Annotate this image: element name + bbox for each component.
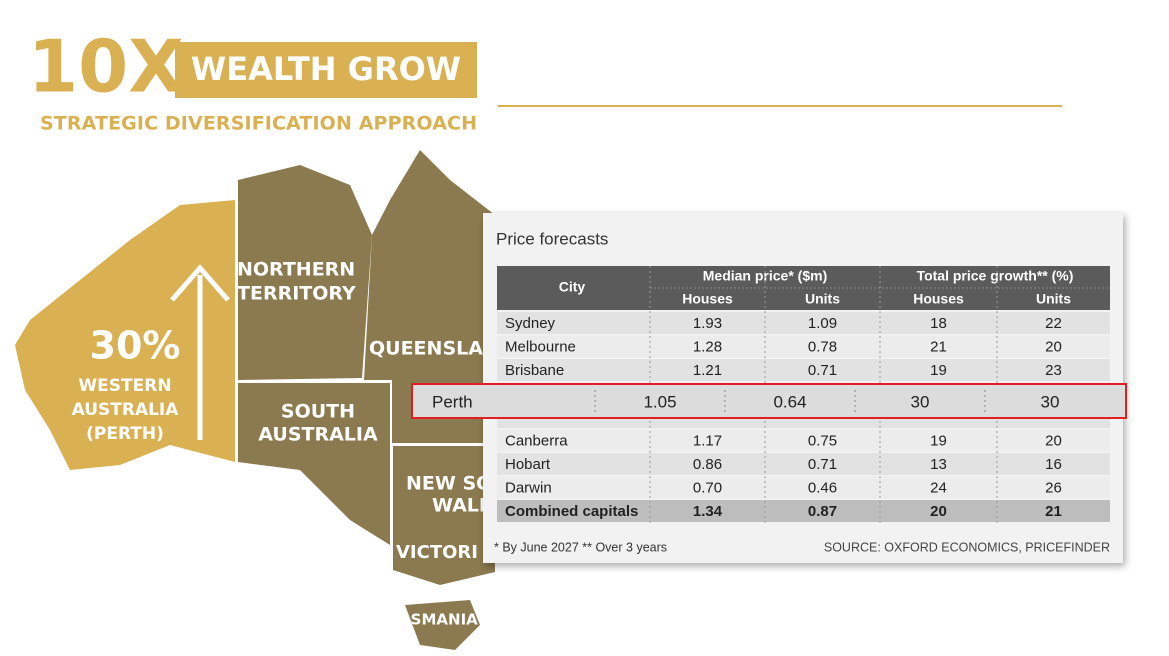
map-label: NEW SO [406, 473, 492, 495]
map-label: SOUTH [281, 401, 355, 423]
map-label: NORTHERN [237, 259, 355, 281]
cell: 0.87 [808, 503, 837, 520]
city-cell: Canberra [505, 432, 568, 449]
tasmania [405, 600, 480, 650]
source: SOURCE: OXFORD ECONOMICS, PRICEFINDER [824, 540, 1110, 554]
row-bg [497, 359, 1110, 381]
cell: 1.21 [693, 362, 722, 379]
cell: 21 [1045, 503, 1062, 520]
cell: 0.71 [808, 362, 837, 379]
northern-territory [238, 165, 372, 380]
cell: 18 [930, 315, 947, 332]
cell: 20 [1045, 338, 1062, 355]
cell: 1.17 [693, 432, 722, 449]
header-cell: Units [805, 291, 840, 307]
map-label: AUSTRALIA [258, 424, 378, 446]
cell: 0.75 [808, 432, 837, 449]
badge-bg [175, 42, 477, 98]
arrow-head [170, 264, 230, 302]
cell: 20 [1045, 432, 1062, 449]
map-label: TERRITORY [237, 283, 356, 305]
cell: 1.34 [693, 503, 723, 520]
map-label: AUSTRALIA [72, 400, 180, 420]
price-table: Price forecasts City Median price* ($m) Tot… [483, 213, 1123, 563]
highlight-cell: Perth [432, 392, 473, 411]
row-bg [497, 429, 1110, 452]
map-label: WESTERN [78, 376, 171, 396]
cell: 20 [930, 503, 947, 520]
cell: 22 [1045, 315, 1062, 332]
header-group: Total price growth** (%) [917, 268, 1074, 284]
south-australia [238, 383, 390, 545]
cell: 13 [930, 456, 947, 473]
city-cell: Hobart [505, 456, 551, 473]
highlight-cell: 30 [1041, 392, 1060, 411]
cell: 24 [930, 479, 947, 496]
cell: 0.71 [808, 456, 837, 473]
queensland [364, 150, 495, 443]
badge: WEALTH GROW [191, 50, 461, 88]
cell: 0.70 [693, 479, 722, 496]
header-cell: Units [1036, 291, 1071, 307]
highlight-cell: 0.64 [773, 392, 806, 411]
city-cell: Brisbane [505, 362, 564, 379]
highlight-cell: 1.05 [643, 392, 676, 411]
cell: 0.46 [808, 479, 837, 496]
header-cell: City [559, 279, 586, 295]
row-bg [497, 312, 1110, 334]
table-title: Price forecasts [496, 229, 608, 248]
map-label: QUEENSLAN [369, 338, 499, 360]
header-group: Median price* ($m) [703, 268, 827, 284]
map-label: WALE [432, 495, 492, 517]
city-cell: Darwin [505, 479, 552, 496]
subtitle: STRATEGIC DIVERSIFICATION APPROACH [40, 113, 477, 135]
map-label: TASMANIA [390, 611, 478, 629]
cell: 1.93 [693, 315, 722, 332]
cell: 26 [1045, 479, 1062, 496]
cell: 19 [930, 362, 947, 379]
highlight-cell: 30 [911, 392, 930, 411]
cell: 0.86 [693, 456, 722, 473]
map-label: VICTORI [396, 542, 478, 563]
row-bg [497, 453, 1110, 475]
row-bg [497, 476, 1110, 499]
wa-percent: 30% [90, 324, 181, 368]
cell: 23 [1045, 362, 1062, 379]
city-cell: Combined capitals [505, 503, 638, 520]
cell: 0.78 [808, 338, 837, 355]
map-label: (PERTH) [86, 424, 164, 444]
map [15, 150, 495, 650]
header-cell: Houses [682, 291, 733, 307]
cell: 1.28 [693, 338, 722, 355]
city-cell: Melbourne [505, 338, 576, 355]
western-australia [15, 200, 235, 470]
row-bg [497, 335, 1110, 358]
logo: 10X [28, 25, 184, 109]
new-south-wales [393, 446, 495, 585]
city-cell: Sydney [505, 315, 556, 332]
header-cell: Houses [913, 291, 964, 307]
footnote: * By June 2027 ** Over 3 years [494, 540, 667, 554]
cell: 16 [1045, 456, 1062, 473]
highlight-box [411, 383, 1127, 419]
cell: 1.09 [808, 315, 837, 332]
cell: 19 [930, 432, 947, 449]
cell: 21 [930, 338, 947, 355]
